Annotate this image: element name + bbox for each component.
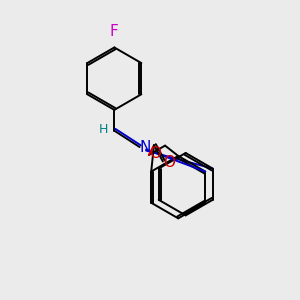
Text: H: H — [99, 123, 109, 136]
Text: O: O — [149, 146, 161, 161]
Text: O: O — [164, 155, 175, 170]
Text: N: N — [140, 140, 151, 154]
Text: F: F — [110, 24, 119, 39]
